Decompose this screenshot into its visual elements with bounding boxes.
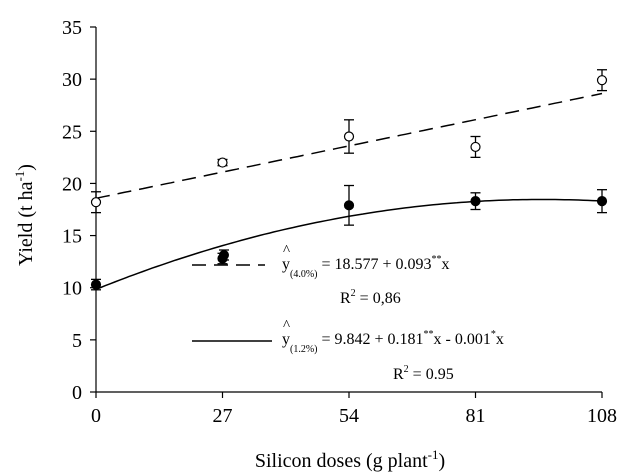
y-tick-label: 35	[62, 17, 82, 39]
legend-filled-marker	[219, 250, 229, 260]
x-tick-label: 108	[587, 405, 617, 427]
open-data-point	[217, 157, 228, 168]
filled-data-point	[90, 279, 102, 290]
filled-data-point	[470, 196, 481, 207]
open-data-point	[343, 131, 355, 142]
y-tick-label: 10	[62, 278, 82, 300]
legend-eq-1: ^ y(4.0%)= 18.577 + 0.093**x	[282, 242, 450, 280]
data-points	[90, 69, 608, 291]
y-tick-label: 0	[72, 382, 82, 404]
filled-data-point	[343, 200, 355, 211]
x-tick-label: 54	[339, 405, 359, 427]
open-data-point	[470, 141, 481, 153]
y-tick-label: 25	[62, 121, 82, 143]
y-tick-label: 5	[72, 330, 82, 352]
y-tick-label: 20	[62, 173, 82, 195]
y-tick-label: 15	[62, 226, 82, 248]
legend-r2-2: R2 = 0.95	[393, 364, 454, 383]
x-tick-label: 27	[213, 405, 233, 427]
legend: ^ y(4.0%)= 18.577 + 0.093**x R2 = 0,86 ^…	[192, 242, 504, 383]
open-data-point	[90, 197, 102, 208]
x-tick-label: 0	[91, 405, 101, 427]
legend-eq-2: ^ y(1.2%)= 9.842 + 0.181**x - 0.001*x	[282, 317, 504, 355]
axes: 0 5 10 15 20 25 30 35 0 27 54 81 108	[62, 17, 617, 427]
y-axis-label: Yield (t ha-1)	[12, 164, 37, 266]
legend-r2-1: R2 = 0,86	[340, 288, 401, 307]
open-data-point	[596, 75, 608, 86]
fit-line-1	[95, 92, 603, 200]
filled-data-point	[596, 196, 608, 207]
y-tick-label: 30	[62, 69, 82, 91]
x-tick-label: 81	[466, 405, 486, 427]
x-axis-label: Silicon doses (g plant-1)	[255, 447, 445, 472]
